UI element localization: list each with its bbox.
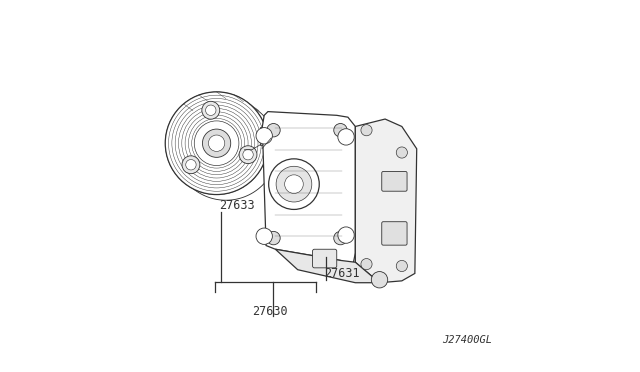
Circle shape — [269, 159, 319, 209]
Text: 27633: 27633 — [220, 199, 255, 212]
Circle shape — [338, 129, 354, 145]
Circle shape — [334, 231, 347, 245]
Text: 27630: 27630 — [252, 305, 287, 318]
Circle shape — [267, 124, 280, 137]
Circle shape — [396, 147, 408, 158]
Circle shape — [202, 101, 220, 119]
Circle shape — [276, 166, 312, 202]
Circle shape — [334, 124, 347, 137]
Circle shape — [256, 228, 273, 244]
Circle shape — [285, 175, 303, 193]
Circle shape — [165, 92, 268, 195]
Circle shape — [371, 272, 388, 288]
Polygon shape — [275, 249, 380, 283]
Circle shape — [361, 125, 372, 136]
Circle shape — [239, 146, 257, 164]
Circle shape — [209, 135, 225, 151]
FancyBboxPatch shape — [381, 222, 407, 245]
Text: 27631: 27631 — [324, 267, 359, 280]
Circle shape — [205, 105, 216, 115]
Polygon shape — [262, 112, 355, 264]
Circle shape — [267, 231, 280, 245]
Circle shape — [243, 150, 253, 160]
Circle shape — [396, 260, 408, 272]
FancyBboxPatch shape — [381, 171, 407, 191]
Circle shape — [202, 129, 231, 157]
Circle shape — [182, 156, 200, 174]
Circle shape — [361, 259, 372, 270]
Circle shape — [338, 227, 354, 243]
FancyBboxPatch shape — [312, 249, 337, 268]
Text: J27400GL: J27400GL — [442, 335, 492, 345]
Circle shape — [186, 160, 196, 170]
Circle shape — [256, 128, 273, 144]
FancyBboxPatch shape — [260, 126, 274, 145]
Polygon shape — [355, 119, 417, 283]
